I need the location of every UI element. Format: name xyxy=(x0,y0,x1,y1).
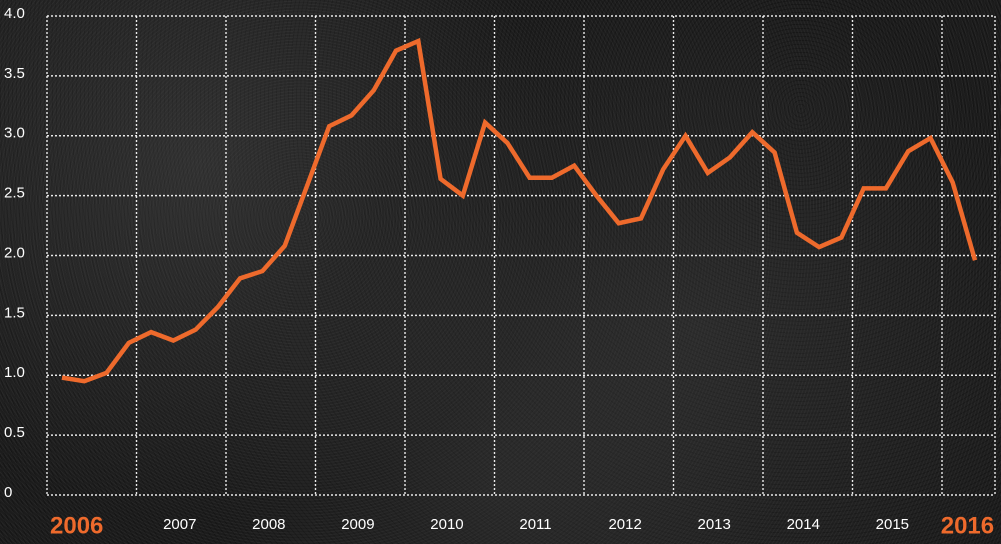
x-tick-label: 2011 xyxy=(519,516,551,533)
x-tick-label: 2009 xyxy=(341,516,374,533)
y-tick-label: 0.5 xyxy=(4,424,25,441)
data-line xyxy=(62,41,975,381)
y-tick-label: 1.5 xyxy=(4,304,25,321)
y-tick-label: 3.5 xyxy=(4,65,25,82)
chart: 0 0.5 1.0 1.5 2.0 2.5 3.0 3.5 4.0 2006 2007 2008 200… xyxy=(0,0,1001,544)
x-tick-label: 2007 xyxy=(163,516,196,533)
y-tick-label: 4.0 xyxy=(4,5,25,22)
y-tick-label: 2.0 xyxy=(4,244,25,261)
x-tick-label: 2008 xyxy=(252,516,285,533)
x-tick-label: 2016 xyxy=(941,512,994,539)
y-tick-label: 1.0 xyxy=(4,364,25,381)
x-tick-label: 2010 xyxy=(430,516,463,533)
y-tick-label: 0 xyxy=(4,484,12,501)
x-tick-label: 2015 xyxy=(876,516,909,533)
y-tick-label: 2.5 xyxy=(4,185,25,202)
page: {"chart_data": { "type": "line", "catego… xyxy=(0,0,1001,544)
x-tick-label: 2006 xyxy=(50,512,103,539)
x-tick-label: 2013 xyxy=(698,516,731,533)
y-tick-label: 3.0 xyxy=(4,125,25,142)
x-tick-label: 2014 xyxy=(787,516,820,533)
x-tick-label: 2012 xyxy=(608,516,641,533)
